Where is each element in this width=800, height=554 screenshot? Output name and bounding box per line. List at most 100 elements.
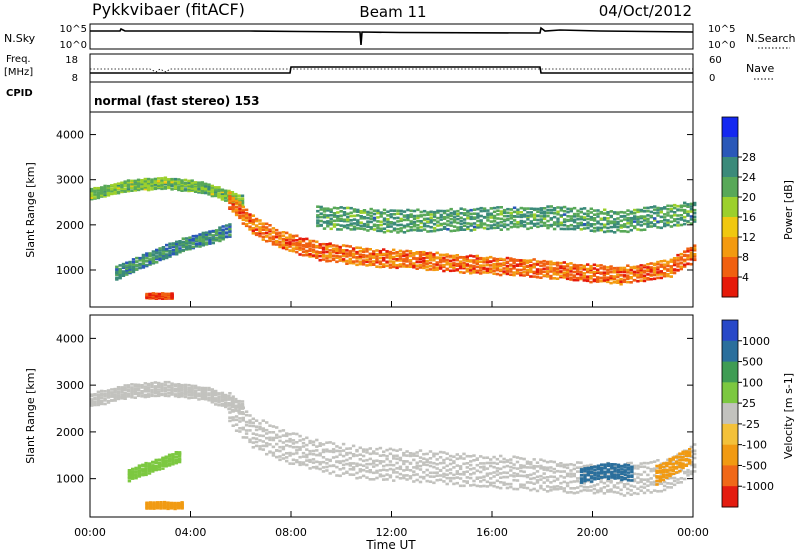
heatmap-cell xyxy=(442,263,446,267)
heatmap-cell xyxy=(285,459,289,463)
heatmap-cell xyxy=(110,395,114,398)
heatmap-cell xyxy=(125,271,129,274)
heatmap-cell xyxy=(368,469,372,472)
heatmap-cell xyxy=(165,243,169,247)
heatmap-cell xyxy=(278,455,282,458)
heatmap-cell xyxy=(326,220,330,223)
heatmap-cell xyxy=(658,477,662,480)
heatmap-cell xyxy=(661,475,666,479)
heatmap-cell xyxy=(385,473,389,476)
heatmap-cell xyxy=(482,264,486,267)
heatmap-cell xyxy=(665,468,669,472)
heatmap-cell xyxy=(572,467,576,471)
heatmap-cell xyxy=(502,475,506,479)
heatmap-cell xyxy=(539,224,543,228)
heatmap-cell xyxy=(234,199,239,203)
heatmap-cell xyxy=(228,201,232,205)
heatmap-cell xyxy=(639,273,643,277)
heatmap-cell xyxy=(341,449,346,452)
heatmap-cell xyxy=(610,470,614,474)
heatmap-cell xyxy=(376,220,380,223)
heatmap-cell xyxy=(642,461,647,465)
colorbar-tick-label: -500 xyxy=(742,459,767,472)
heatmap-cell xyxy=(659,215,663,219)
heatmap-cell xyxy=(301,438,306,441)
heatmap-cell xyxy=(422,471,426,474)
heatmap-cell xyxy=(415,467,419,470)
heatmap-cell xyxy=(204,234,209,238)
heatmap-cell xyxy=(160,184,164,187)
heatmap-cell xyxy=(341,259,346,263)
heatmap-cell xyxy=(649,483,653,486)
heatmap-cell xyxy=(626,264,630,267)
heatmap-cell xyxy=(217,188,221,191)
heatmap-cell xyxy=(455,262,459,266)
heatmap-cell xyxy=(265,432,269,435)
heatmap-cell xyxy=(231,410,235,413)
heatmap-cell xyxy=(295,449,299,452)
heatmap-cell xyxy=(542,459,546,463)
heatmap-cell xyxy=(254,224,259,227)
heatmap-cell xyxy=(385,250,389,253)
heatmap-cell xyxy=(197,191,201,194)
heatmap-cell xyxy=(392,248,396,252)
heatmap-cell xyxy=(265,231,269,235)
heatmap-cell xyxy=(549,466,553,469)
heatmap-cell xyxy=(123,384,127,387)
heatmap-cell xyxy=(167,453,172,457)
heatmap-cell xyxy=(140,384,144,387)
heatmap-cell xyxy=(385,264,389,268)
heatmap-cell xyxy=(177,385,181,388)
heatmap-cell xyxy=(665,473,669,477)
heatmap-cell xyxy=(626,216,630,220)
heatmap-cell xyxy=(319,208,323,211)
heatmap-cell xyxy=(633,211,637,215)
heatmap-cell xyxy=(469,476,473,480)
heatmap-cell xyxy=(499,212,503,216)
heatmap-cell xyxy=(386,225,390,228)
heatmap-cell xyxy=(623,214,627,218)
heatmap-cell xyxy=(529,213,533,217)
heatmap-cell xyxy=(429,219,433,222)
heatmap-cell xyxy=(275,243,279,246)
heatmap-cell xyxy=(452,210,457,213)
heatmap-cell xyxy=(562,476,566,479)
heatmap-cell xyxy=(352,208,357,211)
heatmap-cell xyxy=(308,242,312,245)
heatmap-cell xyxy=(619,492,623,496)
heatmap-cell xyxy=(462,212,467,215)
heatmap-cell xyxy=(328,441,332,444)
heatmap-cell xyxy=(326,214,330,217)
heatmap-cell xyxy=(495,479,500,483)
heatmap-cell xyxy=(489,472,493,475)
heatmap-cell xyxy=(388,460,393,463)
heatmap-cell xyxy=(665,470,669,474)
heatmap-cell xyxy=(442,475,446,478)
heatmap-cell xyxy=(359,221,363,224)
heatmap-cell xyxy=(579,461,583,464)
heatmap-cell xyxy=(435,268,439,271)
heatmap-cell xyxy=(646,478,650,481)
heatmap-cell xyxy=(167,460,172,463)
heatmap-cell xyxy=(459,222,463,226)
heatmap-cell xyxy=(428,475,433,478)
heatmap-cell xyxy=(113,188,117,191)
heatmap-cell xyxy=(556,217,560,221)
heatmap-cell xyxy=(244,429,249,432)
heatmap-cell xyxy=(519,214,523,217)
heatmap-cell xyxy=(146,393,151,396)
heatmap-cell xyxy=(123,190,127,193)
heatmap-cell xyxy=(121,274,126,277)
heatmap-cell xyxy=(321,251,326,254)
heatmap-cell xyxy=(200,397,204,401)
heatmap-cell xyxy=(359,227,363,230)
heatmap-cell xyxy=(626,474,631,477)
heatmap-cell xyxy=(676,221,680,224)
heatmap-cell xyxy=(586,472,590,476)
heatmap-cell xyxy=(120,187,124,190)
heatmap-cell xyxy=(636,266,640,270)
heatmap-cell xyxy=(126,183,131,186)
heatmap-cell xyxy=(146,395,151,398)
heatmap-cell xyxy=(572,265,576,268)
